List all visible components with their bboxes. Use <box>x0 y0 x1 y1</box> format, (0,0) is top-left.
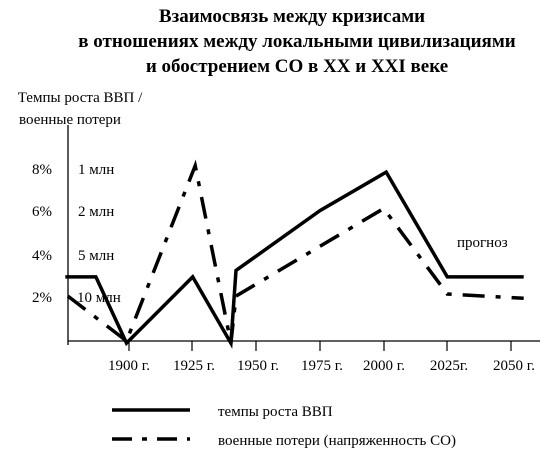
x-tick-marks <box>128 341 512 351</box>
x-tick-label-1975: 1975 г. <box>301 358 343 374</box>
x-tick-label-1950: 1950 г. <box>237 358 279 374</box>
y-tick-left-6: 6% <box>32 204 52 220</box>
y-tick-right-5mln: 5 млн <box>78 248 114 264</box>
chart-title-line-2: в отношениях между локальными цивилизаци… <box>78 31 516 52</box>
chart-title-line-1: Взаимосвязь между кризисами <box>159 6 425 27</box>
y-axis-label-line-1: Темпы роста ВВП / <box>18 90 143 106</box>
legend-label-war-losses: военные потери (напряженность СО) <box>218 433 456 449</box>
x-tick-label-1925: 1925 г. <box>173 358 215 374</box>
x-tick-label-1900: 1900 г. <box>108 358 150 374</box>
y-tick-right-1mln: 1 млн <box>78 162 114 178</box>
x-tick-label-2025: 2025г. <box>430 358 468 374</box>
chart-title-line-3: и обострением СО в XX и XXI веке <box>146 56 448 77</box>
y-tick-right-10mln: 10 млн <box>77 290 121 306</box>
y-axis-label-line-2: военные потери <box>19 112 121 128</box>
y-tick-left-8: 8% <box>32 162 52 178</box>
y-tick-left-4: 4% <box>32 248 52 264</box>
x-tick-label-2050: 2050 г. <box>493 358 535 374</box>
legend-label-gdp-growth: темпы роста ВВП <box>218 404 333 420</box>
annotation-forecast: прогноз <box>457 235 508 251</box>
series-line-gdp-growth <box>65 169 524 349</box>
y-tick-left-2: 2% <box>32 290 52 306</box>
x-tick-label-2000: 2000 г. <box>363 358 405 374</box>
y-tick-right-2mln: 2 млн <box>78 204 114 220</box>
series-line-war-losses <box>66 159 524 344</box>
